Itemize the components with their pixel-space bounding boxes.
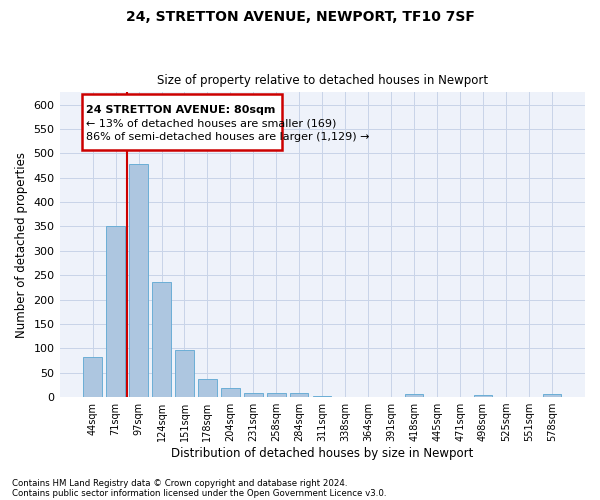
Text: 24 STRETTON AVENUE: 80sqm: 24 STRETTON AVENUE: 80sqm (86, 105, 275, 115)
Bar (543, 394, 561, 397)
Bar (175, 350, 194, 397)
Bar (244, 393, 263, 397)
Text: Contains HM Land Registry data © Crown copyright and database right 2024.: Contains HM Land Registry data © Crown c… (12, 478, 347, 488)
Y-axis label: Number of detached properties: Number of detached properties (15, 152, 28, 338)
Text: Contains public sector information licensed under the Open Government Licence v3: Contains public sector information licen… (12, 488, 386, 498)
Bar (405, 394, 424, 397)
Bar (152, 282, 170, 397)
Bar (290, 392, 308, 397)
Bar (198, 379, 217, 397)
Bar (83, 357, 102, 397)
Bar (267, 392, 286, 397)
Bar (313, 396, 331, 397)
Text: 24, STRETTON AVENUE, NEWPORT, TF10 7SF: 24, STRETTON AVENUE, NEWPORT, TF10 7SF (125, 10, 475, 24)
Title: Size of property relative to detached houses in Newport: Size of property relative to detached ho… (157, 74, 488, 87)
Bar (474, 394, 492, 397)
Bar (106, 226, 125, 397)
X-axis label: Distribution of detached houses by size in Newport: Distribution of detached houses by size … (171, 447, 473, 460)
Bar (82, 94, 282, 150)
Bar (130, 164, 148, 397)
Bar (221, 388, 239, 397)
Text: 86% of semi-detached houses are larger (1,129) →: 86% of semi-detached houses are larger (… (86, 132, 369, 142)
Text: ← 13% of detached houses are smaller (169): ← 13% of detached houses are smaller (16… (86, 118, 336, 128)
